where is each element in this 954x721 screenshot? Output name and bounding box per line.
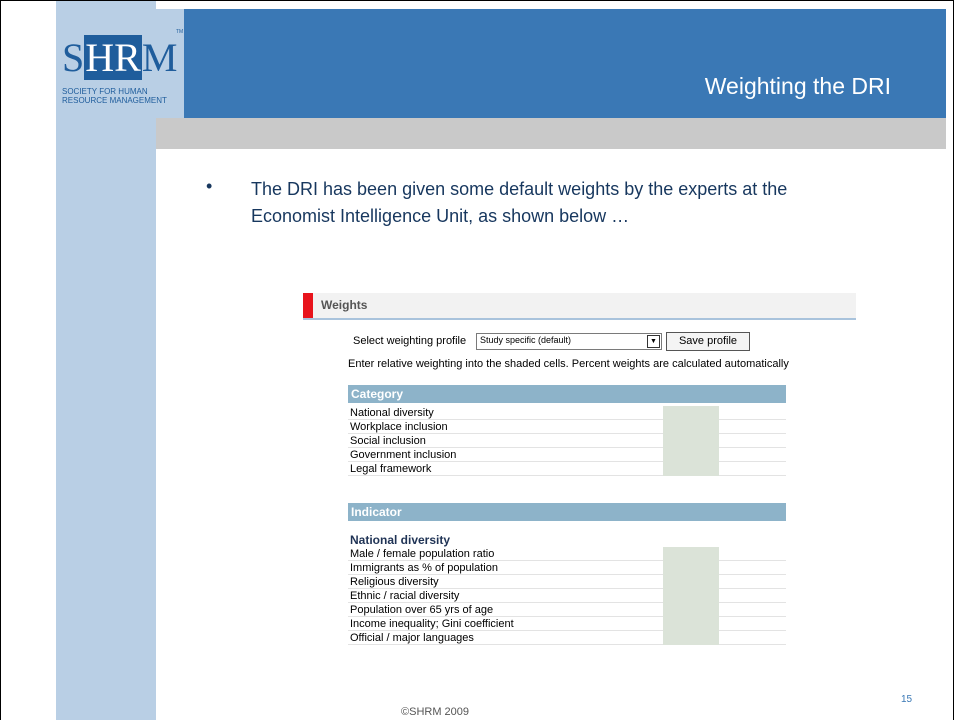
tagline-line: SOCIETY FOR HUMAN (62, 87, 148, 96)
row-label: Legal framework (350, 463, 432, 475)
page-number: 15 (901, 694, 913, 705)
weight-cell (663, 561, 719, 575)
row-label: Government inclusion (350, 449, 457, 461)
table-header (348, 503, 786, 521)
weight-cell (663, 462, 719, 476)
bullet-text: The DRI has been given some default weig… (251, 179, 788, 226)
row-label: Ethnic / racial diversity (350, 590, 460, 602)
row-line (348, 574, 786, 575)
row-label: National diversity (350, 407, 434, 419)
instruction: Enter relative weighting into the shaded… (348, 358, 789, 370)
row-line (348, 419, 786, 420)
tagline-line: RESOURCE MANAGEMENT (62, 96, 167, 105)
weight-cell (663, 617, 719, 631)
weight-cell (663, 575, 719, 589)
weight-cell (663, 603, 719, 617)
logo-tm: TM (176, 29, 184, 35)
select-value: Study specific (default) (480, 335, 572, 345)
panel-header: Weights (303, 293, 856, 320)
weight-cell (663, 631, 719, 645)
row-line (348, 447, 786, 448)
row-line (348, 630, 786, 631)
logo-tagline: SOCIETY FOR HUMAN RESOURCE MANAGEMENT (62, 87, 167, 105)
save-button[interactable]: Save profile (666, 332, 750, 351)
weight-cell (663, 406, 719, 420)
row-line (348, 588, 786, 589)
row-label: Population over 65 yrs of age (350, 604, 494, 616)
header-cell: Category (351, 387, 404, 401)
row-label: Income inequality; Gini coefficient (350, 618, 514, 630)
row-line (348, 616, 786, 617)
left-band (56, 1, 156, 720)
header-bar (156, 9, 946, 118)
logo-letter: S (62, 35, 85, 80)
row-label: Workplace inclusion (350, 421, 448, 433)
profile-select[interactable]: Study specific (default) ▼ (476, 333, 662, 350)
group-label: National diversity (350, 533, 451, 547)
panel-title: Weights (321, 298, 368, 312)
bullet-dot: • (206, 176, 213, 196)
logo-box: SHRM TM SOCIETY FOR HUMAN RESOURCE MANAG… (56, 9, 184, 118)
header-cell: Indicator (351, 505, 402, 519)
row-line (348, 560, 786, 561)
row-label: Religious diversity (350, 576, 439, 588)
weight-cell (663, 547, 719, 561)
weight-cell (663, 434, 719, 448)
row-label: Immigrants as % of population (350, 562, 498, 574)
copyright: ©SHRM 2009 (401, 706, 470, 718)
weight-cell (663, 448, 719, 462)
slide-title: Weighting the DRI (704, 73, 891, 99)
panel-marker (303, 293, 313, 318)
gray-bar (156, 118, 946, 149)
row-line (348, 433, 786, 434)
row-label: Male / female population ratio (350, 548, 495, 560)
logo-letter: HR (84, 35, 142, 80)
row-line (348, 475, 786, 476)
select-arrow: ▼ (647, 335, 660, 348)
logo-letter: M (141, 35, 178, 80)
weight-cell (663, 589, 719, 603)
weight-cell (663, 420, 719, 434)
row-label: Official / major languages (350, 632, 474, 644)
row-line (348, 644, 786, 645)
select-label: Select weighting profile (353, 335, 467, 347)
logo-mark: SHRM (62, 35, 177, 81)
row-line (348, 461, 786, 462)
table-header (348, 385, 786, 403)
row-line (348, 602, 786, 603)
row-label: Social inclusion (350, 435, 426, 447)
